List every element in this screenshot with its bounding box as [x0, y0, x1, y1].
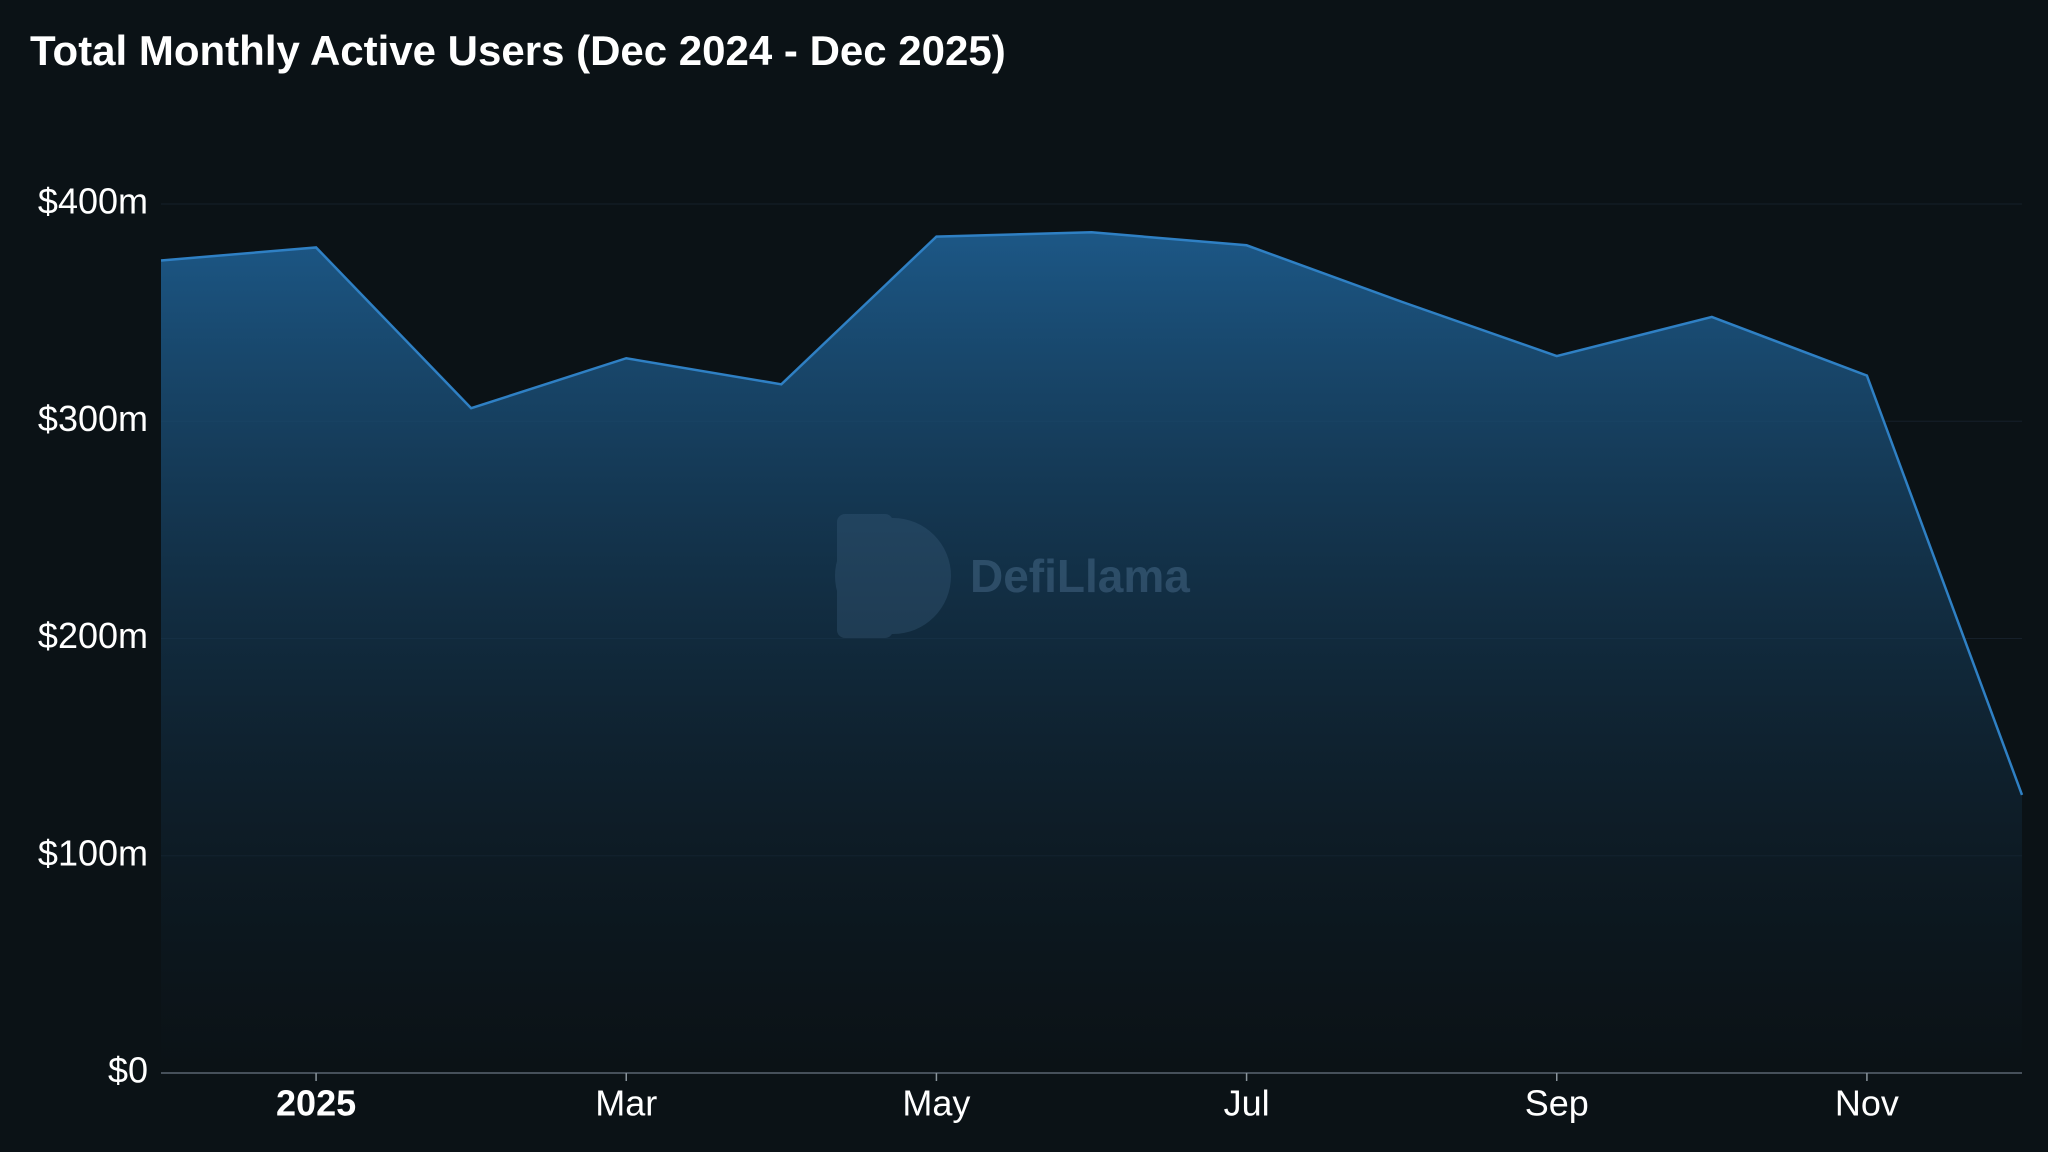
watermark-text: DefiLlama [970, 550, 1190, 602]
x-tick-label: Sep [1525, 1083, 1589, 1124]
watermark: DefiLlama [835, 514, 1190, 638]
x-tick-label: 2025 [276, 1083, 356, 1124]
watermark-logo [837, 514, 893, 638]
x-tick-label: Nov [1835, 1083, 1899, 1124]
x-tick-label: May [902, 1083, 970, 1124]
x-tick-label: Jul [1224, 1083, 1270, 1124]
y-tick-label: $400m [38, 181, 148, 222]
watermark-logo [835, 518, 951, 634]
y-tick-label: $0 [108, 1050, 148, 1091]
chart-title: Total Monthly Active Users (Dec 2024 - D… [30, 27, 1006, 74]
area-line [160, 230, 2024, 796]
area-fill [161, 232, 2022, 1073]
plot: $0 $100m $200m $300m $400m 2025 Mar May Jul Sep No… [38, 181, 2024, 1124]
y-tick-label: $100m [38, 832, 148, 873]
x-tick-label: Mar [595, 1083, 657, 1124]
y-tick-label: $200m [38, 615, 148, 656]
y-tick-label: $300m [38, 398, 148, 439]
